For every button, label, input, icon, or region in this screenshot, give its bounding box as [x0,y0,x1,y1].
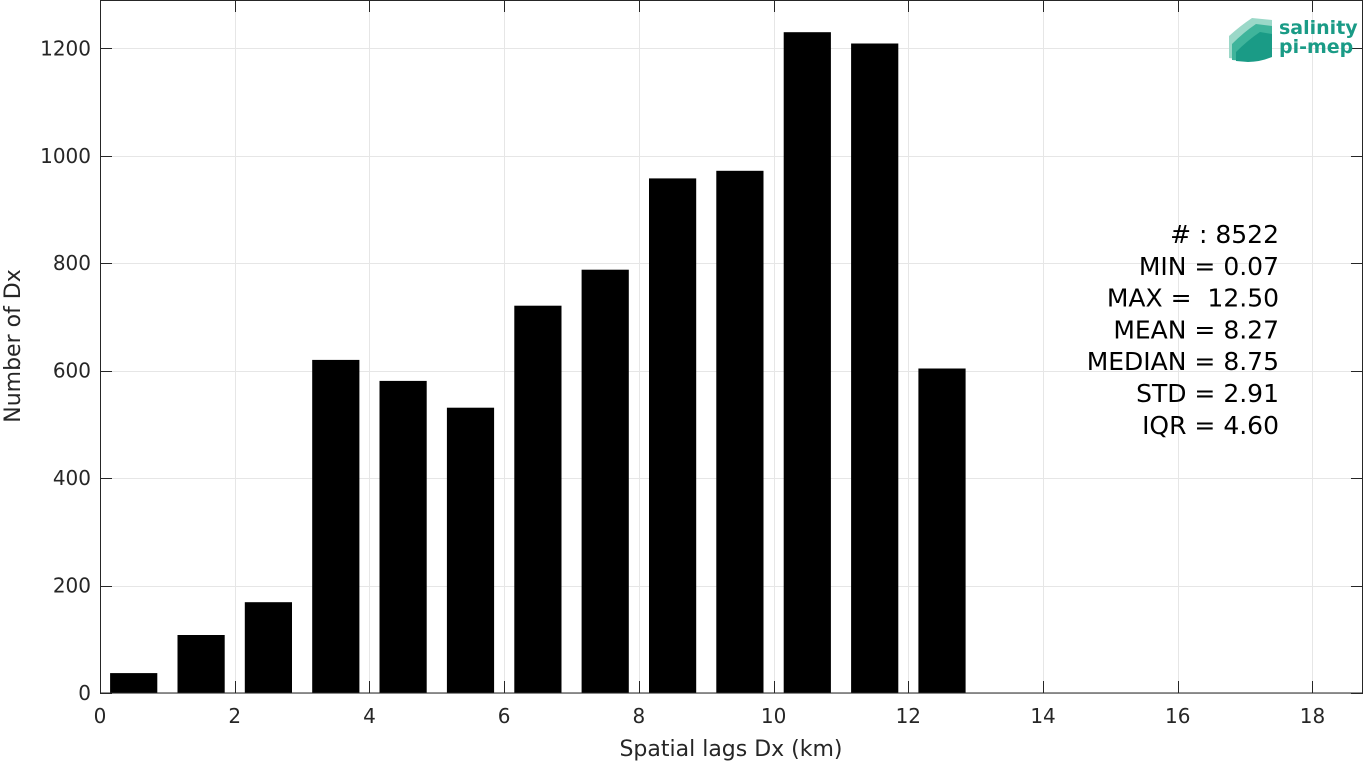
bar [851,43,899,693]
stat-line: # : 8522 [1170,220,1279,249]
y-axis-label: Number of Dx [1,269,26,423]
x-axis-label: Spatial lags Dx (km) [619,737,842,762]
stat-line: STD = 2.91 [1136,379,1279,408]
bar [312,359,360,693]
x-tick-label: 10 [761,704,786,728]
y-tick-labels: 0 200 400 600 800 1000 1200 [40,36,91,705]
x-tick-label: 6 [498,704,511,728]
x-tick-label: 12 [896,704,921,728]
bar [649,178,697,693]
bar [110,673,158,693]
x-tick-label: 18 [1300,704,1325,728]
y-tick-label: 600 [53,359,91,383]
stat-line: MEDIAN = 8.75 [1087,347,1279,376]
ticks [100,0,1363,694]
x-tick-labels: 0 2 4 6 8 10 12 14 16 18 [94,704,1326,728]
bar [783,32,831,693]
x-tick-label: 8 [633,704,646,728]
bar [716,170,764,694]
bar [918,368,966,693]
stat-line: IQR = 4.60 [1142,411,1279,440]
bar [244,602,292,693]
x-tick-label: 0 [94,704,107,728]
plot-frame [100,0,1363,694]
x-tick-label: 16 [1165,704,1190,728]
stat-line: MEAN = 8.27 [1113,315,1279,344]
stat-line: MAX = 12.50 [1107,284,1279,313]
bars [110,32,966,694]
bar [446,407,495,693]
y-tick-label: 0 [78,681,91,705]
y-tick-label: 400 [53,466,91,490]
x-tick-label: 14 [1030,704,1055,728]
logo-line1: salinity [1279,17,1358,39]
bar [379,380,427,693]
bar [514,305,562,693]
y-tick-label: 1000 [40,144,91,168]
x-tick-label: 2 [228,704,241,728]
bar [177,635,225,693]
y-tick-label: 800 [53,251,91,275]
bar [581,269,629,693]
wave-logo-icon [1229,18,1272,62]
logo-line2: pi-mep [1279,36,1353,58]
x-tick-label: 4 [363,704,376,728]
y-tick-label: 1200 [40,36,91,60]
y-tick-label: 200 [53,574,91,598]
salinity-pi-mep-logo: salinity pi-mep [1229,17,1358,62]
stat-line: MIN = 0.07 [1139,252,1279,281]
